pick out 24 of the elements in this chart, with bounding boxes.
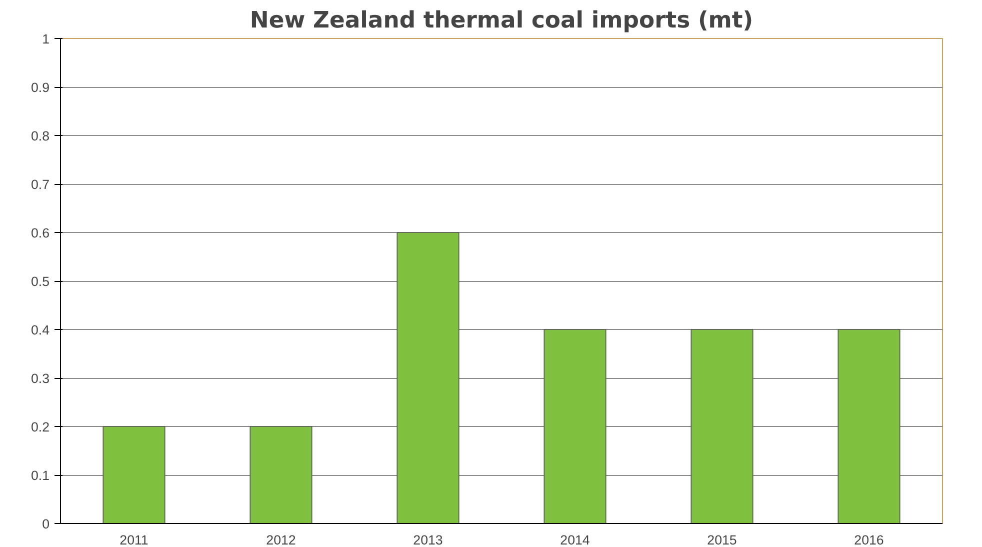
y-tick-label: 0 [42, 516, 50, 532]
y-tick-label: 0.1 [30, 468, 50, 483]
y-tick-label: 0.4 [30, 322, 50, 338]
y-tick-label: 0.2 [30, 420, 50, 434]
bar [544, 329, 606, 524]
chart-title: New Zealand thermal coal imports (mt) [250, 8, 754, 34]
y-tick-label: 0.8 [30, 128, 50, 144]
x-tick-label: 2013 [413, 532, 443, 547]
y-tick-label: 0.7 [30, 177, 50, 192]
y-tick-label: 0.6 [30, 226, 50, 240]
y-tick-label: 0.9 [30, 80, 50, 95]
y-tick-label: 0.3 [30, 371, 50, 386]
bar [396, 232, 460, 524]
bar [250, 426, 312, 524]
x-tick-label: 2011 [120, 532, 148, 547]
x-tick-label: 2016 [854, 532, 884, 547]
y-tick-label: 1 [42, 32, 50, 46]
x-tick-label: 2014 [560, 532, 590, 547]
bar [102, 426, 166, 524]
x-tick-label: 2015 [707, 532, 737, 547]
bar [838, 329, 900, 524]
x-tick-label: 2012 [266, 532, 296, 547]
y-tick-label: 0.5 [30, 274, 50, 289]
bar [690, 329, 754, 524]
